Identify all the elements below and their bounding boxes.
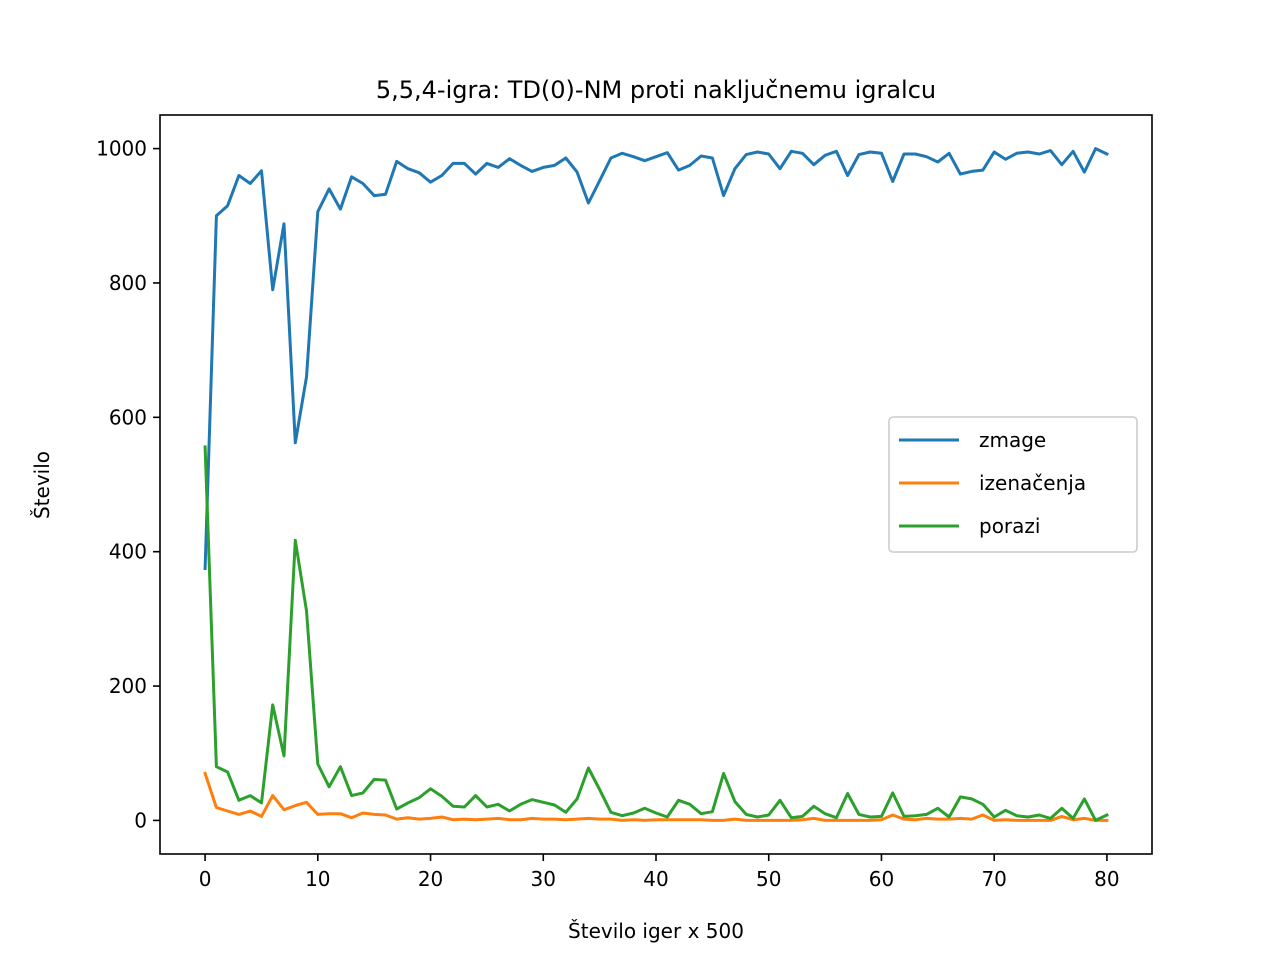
series-line-1	[203, 771, 1109, 822]
legend-label-0: zmage	[979, 428, 1046, 452]
x-axis: 0 10 20 30 40 50 60 70 80	[199, 854, 1120, 891]
x-tick-label: 60	[869, 867, 894, 891]
chart-title: 5,5,4-igra: TD(0)-NM proti naključnemu i…	[376, 76, 936, 104]
x-tick-label: 40	[643, 867, 668, 891]
legend-label-1: izenačenja	[979, 471, 1086, 495]
y-tick-label: 1000	[96, 137, 147, 161]
legend-box	[888, 416, 1138, 553]
x-tick-label: 70	[981, 867, 1006, 891]
x-tick-label: 10	[305, 867, 330, 891]
legend-label-2: porazi	[979, 514, 1040, 538]
x-tick-label: 20	[418, 867, 443, 891]
x-tick-label: 0	[199, 867, 212, 891]
series-line-2	[203, 445, 1109, 822]
y-tick-label: 0	[134, 808, 147, 832]
plot-lines	[203, 147, 1109, 822]
x-tick-label: 30	[531, 867, 556, 891]
legend: zmage izenačenja porazi	[888, 416, 1138, 553]
y-axis-label: Število	[30, 451, 54, 519]
y-tick-label: 600	[109, 405, 147, 429]
y-tick-label: 800	[109, 271, 147, 295]
x-axis-label: Število iger x 500	[568, 919, 744, 943]
x-tick-label: 50	[756, 867, 781, 891]
series-line-0	[203, 147, 1109, 571]
y-tick-label: 400	[109, 540, 147, 564]
y-axis: 0 200 400 600 800 1000	[96, 137, 160, 832]
x-tick-label: 80	[1094, 867, 1119, 891]
y-tick-label: 200	[109, 674, 147, 698]
